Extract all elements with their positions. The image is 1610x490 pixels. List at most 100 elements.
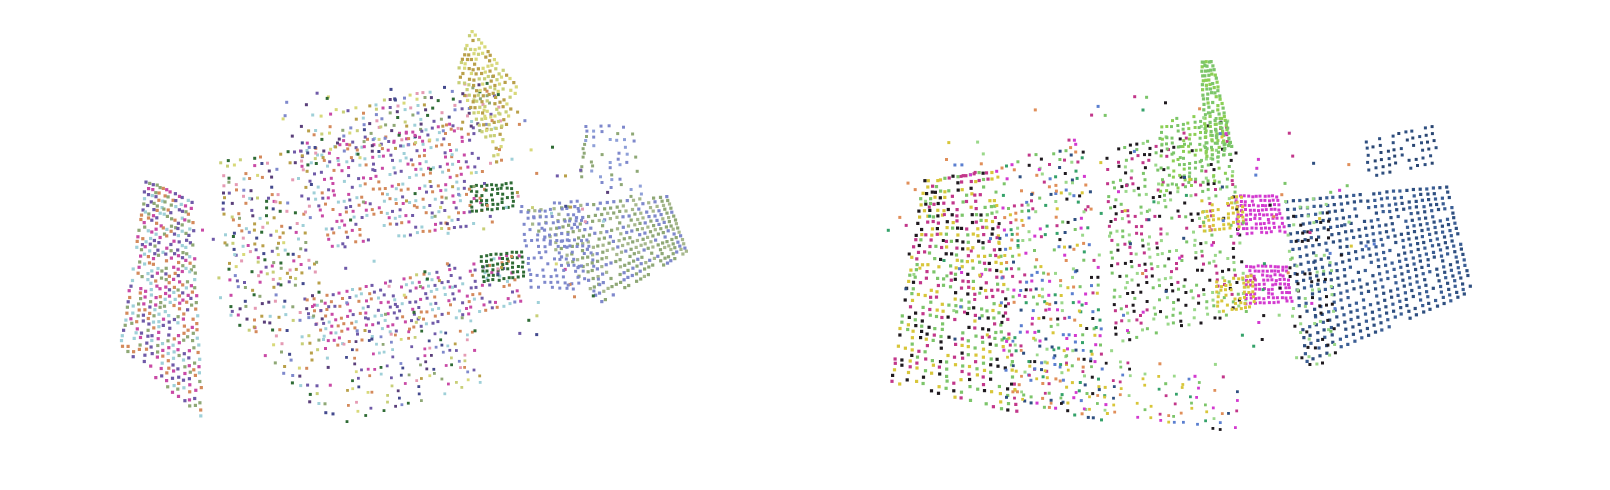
point: [519, 210, 523, 214]
point: [1053, 363, 1057, 366]
point: [679, 247, 683, 251]
point: [912, 245, 916, 249]
point: [1021, 397, 1024, 401]
point: [188, 227, 192, 231]
point: [1169, 198, 1173, 202]
point: [546, 262, 550, 266]
point: [180, 209, 185, 213]
point: [429, 96, 433, 100]
point: [182, 338, 186, 342]
point: [342, 179, 346, 183]
point: [1090, 375, 1094, 379]
point: [1152, 200, 1156, 204]
point: [1377, 265, 1381, 269]
point: [1081, 349, 1085, 352]
point: [1327, 219, 1331, 223]
point: [538, 215, 542, 219]
point: [399, 144, 403, 148]
point: [1179, 175, 1183, 179]
point: [1302, 336, 1306, 340]
point: [1012, 288, 1016, 292]
point: [485, 94, 489, 98]
point: [989, 357, 993, 361]
point: [397, 183, 401, 187]
point: [581, 242, 585, 246]
point: [382, 293, 386, 297]
point: [1125, 304, 1128, 308]
point: [1329, 190, 1333, 194]
point: [305, 298, 309, 302]
point: [550, 211, 553, 215]
point: [497, 105, 501, 109]
point: [1160, 252, 1164, 256]
point: [352, 215, 356, 219]
point: [1258, 217, 1262, 221]
point: [388, 330, 392, 334]
point: [228, 278, 232, 282]
point: [1132, 149, 1136, 153]
point: [1188, 178, 1192, 182]
point: [329, 176, 333, 180]
point: [244, 304, 248, 308]
point: [1203, 122, 1207, 126]
point: [252, 228, 256, 232]
point: [924, 199, 928, 203]
point: [999, 261, 1003, 266]
point: [377, 296, 380, 300]
point: [224, 233, 227, 237]
point: [142, 202, 146, 206]
point: [1252, 274, 1256, 278]
point: [1222, 153, 1225, 157]
point: [1237, 298, 1241, 302]
point: [483, 87, 487, 91]
point: [422, 205, 426, 209]
point: [1185, 240, 1189, 244]
point: [1393, 196, 1397, 200]
point: [974, 334, 978, 338]
point: [1208, 202, 1212, 206]
point: [158, 211, 162, 215]
point: [1204, 241, 1208, 245]
point: [1109, 206, 1113, 210]
point: [321, 156, 325, 160]
point: [186, 198, 190, 202]
point: [1237, 277, 1241, 281]
point: [169, 256, 173, 260]
point: [626, 224, 631, 228]
point: [1040, 287, 1044, 291]
point: [522, 270, 526, 274]
point: [1175, 262, 1178, 265]
point: [1182, 174, 1186, 178]
point: [181, 264, 185, 268]
point: [1296, 238, 1300, 243]
point: [130, 321, 134, 325]
point: [1198, 225, 1202, 228]
point: [1318, 196, 1322, 200]
point: [1066, 401, 1070, 405]
point: [1418, 187, 1422, 191]
point: [1216, 208, 1220, 212]
point: [1053, 354, 1057, 358]
point: [608, 138, 612, 141]
point: [1114, 321, 1118, 325]
point: [441, 350, 445, 354]
point: [1327, 210, 1331, 214]
point: [1201, 189, 1205, 193]
point: [1381, 210, 1385, 214]
point: [1399, 232, 1403, 236]
point: [1287, 286, 1291, 290]
point: [1043, 369, 1047, 373]
point: [596, 259, 600, 263]
point: [469, 189, 473, 193]
point: [155, 355, 159, 359]
point: [480, 130, 484, 134]
point: [1218, 421, 1222, 424]
point: [433, 228, 437, 232]
point: [591, 164, 595, 168]
point: [548, 239, 552, 243]
point: [477, 46, 481, 50]
point: [443, 151, 447, 155]
back-right-rows: [579, 124, 643, 198]
point: [315, 392, 319, 396]
point: [1311, 197, 1315, 201]
